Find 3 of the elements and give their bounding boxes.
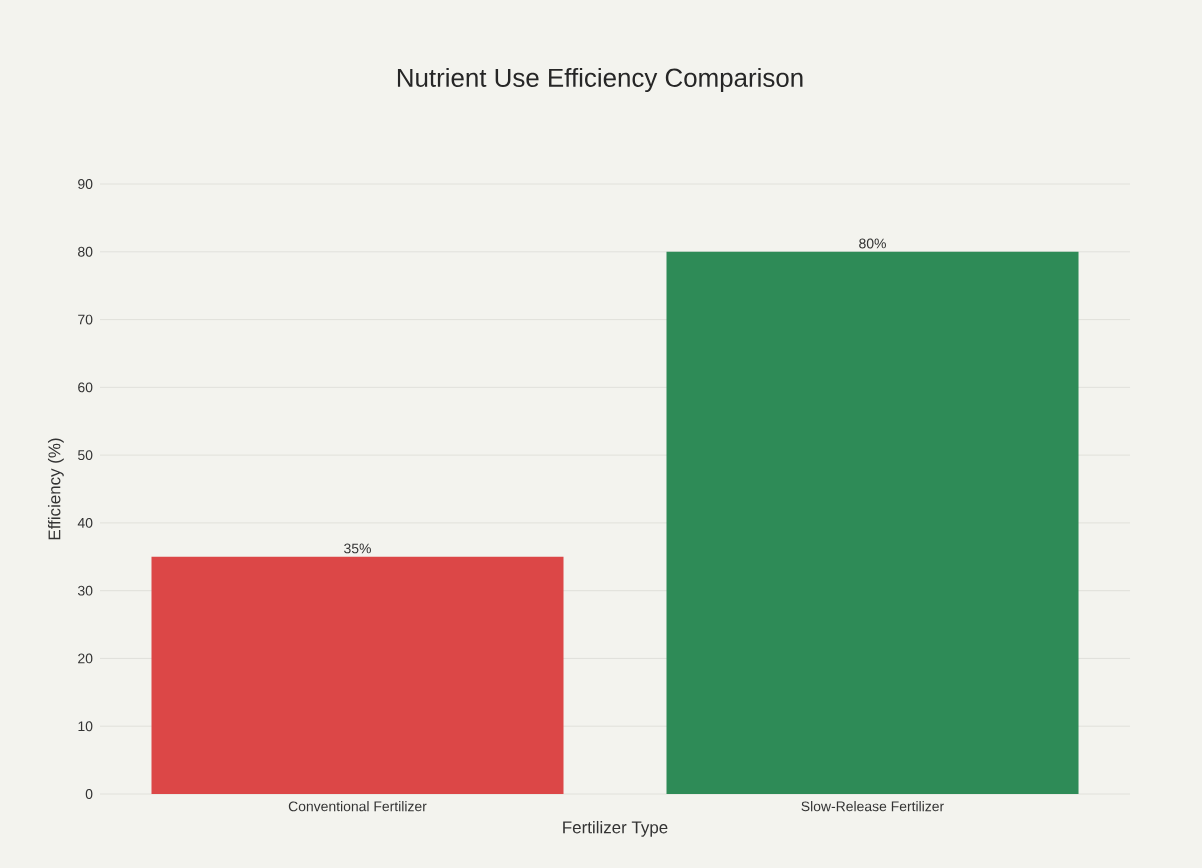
chart-title: Nutrient Use Efficiency Comparison bbox=[397, 67, 803, 93]
x-axis-title: Fertilizer Type bbox=[563, 820, 668, 837]
y-axis-title: Efficiency (%) bbox=[47, 438, 64, 540]
